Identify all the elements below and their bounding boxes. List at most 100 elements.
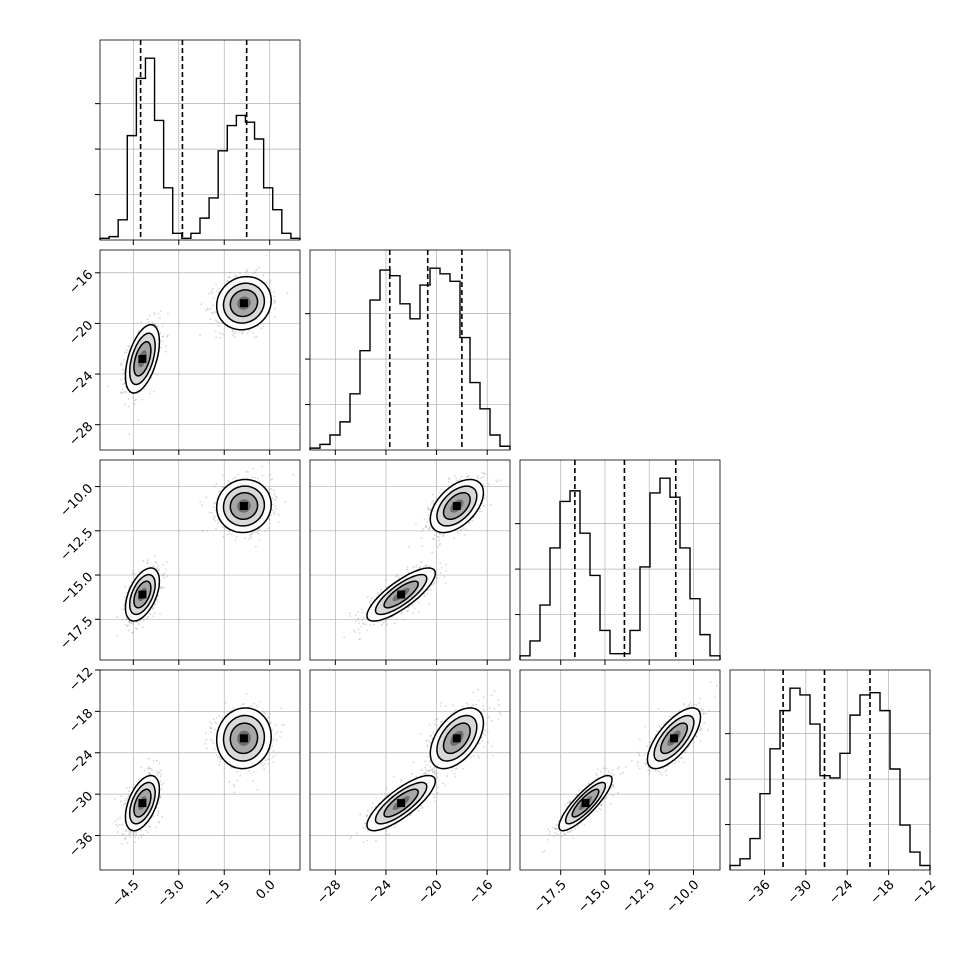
sample-point (463, 527, 465, 530)
sample-point (146, 318, 149, 321)
sample-point (273, 302, 276, 305)
sample-point (377, 593, 379, 596)
sample-point (152, 607, 155, 609)
sample-point (158, 317, 161, 319)
sample-point (428, 508, 430, 511)
sample-point (495, 479, 497, 481)
sample-point (214, 509, 217, 512)
sample-point (229, 532, 232, 535)
sample-point (215, 290, 218, 292)
sample-point (253, 336, 256, 339)
sample-point (140, 766, 143, 769)
sample-point (265, 254, 268, 257)
sample-point (162, 782, 165, 785)
sample-point (206, 307, 209, 310)
sample-point (439, 562, 442, 565)
sample-point (444, 582, 447, 585)
sample-point (447, 481, 450, 484)
sample-point (132, 786, 135, 789)
sample-point (425, 565, 427, 568)
sample-point (253, 531, 256, 533)
sample-point (156, 325, 159, 328)
sample-point (431, 493, 434, 496)
sample-point (147, 767, 150, 770)
scatter-panel-1-0 (99, 249, 301, 451)
sample-point (400, 612, 403, 615)
sample-point (214, 319, 217, 321)
sample-point (129, 836, 132, 839)
sample-point (432, 584, 435, 586)
sample-point (448, 477, 451, 480)
sample-point (123, 372, 126, 374)
sample-point (244, 537, 246, 540)
sample-point (153, 390, 155, 393)
sample-point (226, 276, 229, 279)
sample-point (122, 804, 125, 807)
sample-point (211, 287, 214, 290)
sample-point (120, 364, 123, 366)
sample-point (124, 802, 127, 805)
sample-point (239, 272, 242, 274)
sample-point (152, 372, 155, 375)
sample-point (146, 562, 149, 565)
sample-point (159, 769, 162, 772)
sample-point (395, 575, 397, 578)
sample-point (251, 532, 254, 534)
sample-point (273, 511, 276, 513)
sample-point (428, 527, 431, 529)
sample-point (439, 533, 442, 536)
sample-point (122, 834, 125, 836)
sample-point (227, 480, 230, 482)
sample-point (151, 321, 154, 324)
sample-point (415, 566, 418, 568)
sample-point (131, 572, 134, 575)
sample-point (357, 619, 360, 621)
sample-point (429, 588, 432, 591)
sample-point (166, 335, 169, 338)
sample-point (124, 799, 127, 802)
sample-point (231, 329, 234, 332)
sample-point (252, 467, 255, 470)
sample-point (275, 508, 277, 510)
sample-point (215, 336, 218, 339)
sample-point (222, 526, 224, 529)
sample-point (361, 619, 364, 621)
sample-point (126, 624, 129, 627)
scatter-panel-3-0 (99, 669, 301, 871)
sample-point (408, 546, 410, 548)
sample-point (140, 836, 143, 839)
sample-point (157, 801, 160, 804)
sample-point (128, 621, 131, 623)
histogram-step-3 (729, 687, 931, 870)
sample-point (127, 398, 130, 401)
sample-point (431, 501, 433, 504)
sample-point (234, 476, 237, 479)
sample-point (167, 312, 169, 315)
sample-point (381, 623, 383, 626)
sample-point (278, 514, 281, 517)
sample-point (433, 534, 436, 536)
sample-point (149, 314, 151, 317)
sample-point (406, 566, 409, 568)
sample-point (269, 279, 272, 282)
sample-point (153, 603, 156, 606)
sample-point (357, 628, 360, 631)
sample-point (420, 536, 423, 539)
sample-point (253, 272, 256, 275)
sample-point (161, 587, 164, 589)
sample-point (140, 321, 143, 324)
sample-point (426, 564, 428, 567)
sample-point (142, 559, 145, 562)
sample-point (154, 602, 156, 605)
sample-point (252, 331, 254, 334)
sample-point (459, 478, 461, 481)
sample-point (234, 331, 237, 334)
sample-point (273, 489, 275, 492)
sample-point (424, 565, 427, 567)
sample-point (120, 800, 122, 803)
histogram-panel-3 (725, 669, 931, 871)
sample-point (128, 345, 131, 347)
sample-point (163, 586, 165, 589)
sample-point (159, 310, 162, 312)
